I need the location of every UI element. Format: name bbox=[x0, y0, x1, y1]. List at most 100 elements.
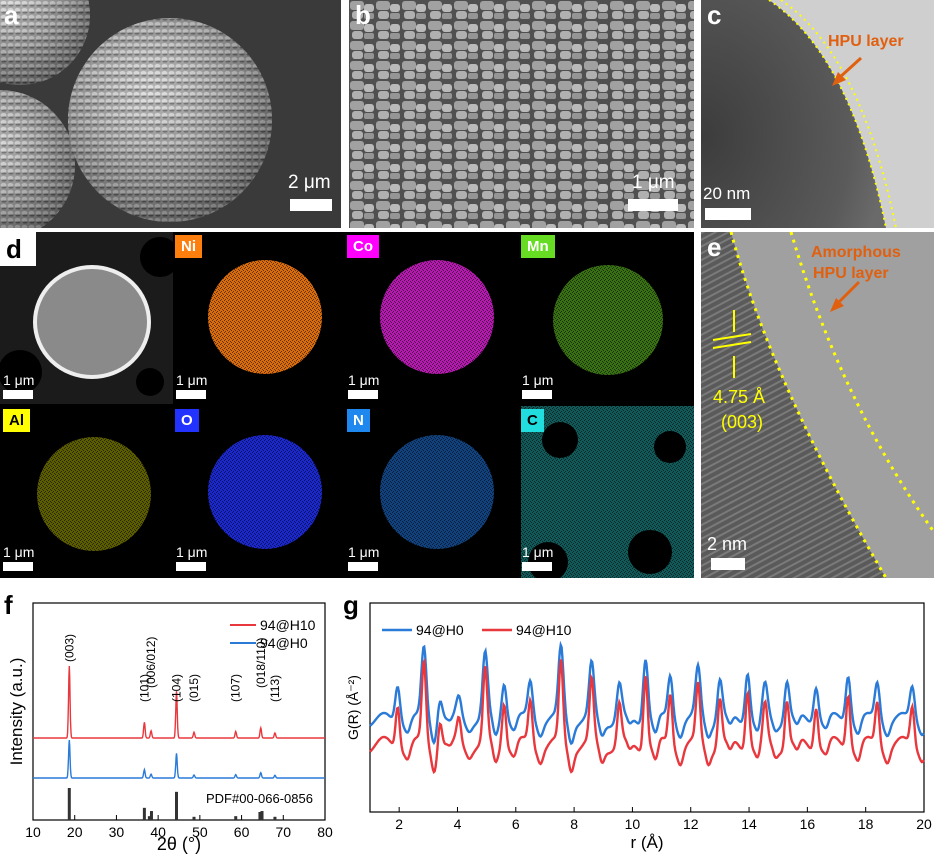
scale-text-d7: 1 μm bbox=[522, 544, 554, 560]
peak-label: (101) bbox=[137, 674, 151, 702]
panel-d-maps bbox=[0, 232, 694, 578]
reference-line bbox=[67, 788, 71, 820]
scale-text-d5: 1 μm bbox=[176, 544, 208, 560]
panel-d-label: d bbox=[0, 232, 36, 266]
x-tick-label: 10 bbox=[625, 816, 641, 832]
pdf-chart: 94@H0 94@H10 2 4 6 8 10 12 14 16 18 20 r (Å) G(R) (Å⁻… bbox=[345, 602, 932, 852]
x-tick-label: 50 bbox=[192, 824, 208, 840]
x-tick-label: 80 bbox=[317, 824, 333, 840]
legend-label-94@H0: 94@H0 bbox=[260, 635, 308, 651]
reference-line bbox=[174, 791, 178, 820]
x-tick-label: 8 bbox=[570, 816, 578, 832]
scale-bar-d5 bbox=[176, 562, 206, 571]
panel-c-tem-image bbox=[701, 0, 934, 228]
peak-label: (003) bbox=[62, 634, 76, 662]
scale-text-d2: 1 μm bbox=[348, 372, 380, 388]
panel-e-plane: (003) bbox=[721, 412, 764, 432]
panel-b-sem-image bbox=[349, 0, 694, 228]
reference-line bbox=[260, 811, 264, 820]
element-label-al: Al bbox=[3, 409, 30, 432]
series-line-94@H10 bbox=[369, 657, 925, 775]
plot-frame bbox=[32, 602, 326, 821]
legend-label-94@H0: 94@H0 bbox=[416, 622, 464, 638]
x-tick-label: 70 bbox=[275, 824, 291, 840]
panel-c-scale-text: 20 nm bbox=[703, 184, 751, 203]
element-label-co: Co bbox=[347, 235, 379, 258]
element-label-c: C bbox=[521, 409, 544, 432]
x-tick-label: 6 bbox=[512, 816, 520, 832]
peak-label: (104) bbox=[169, 674, 183, 702]
reference-line bbox=[234, 816, 238, 820]
panel-a-scale-text: 2 μm bbox=[288, 172, 331, 193]
element-label-o: O bbox=[175, 409, 199, 432]
panel-b-scale-bar bbox=[628, 199, 678, 211]
peak-label: (015) bbox=[187, 674, 201, 702]
x-tick-label: 10 bbox=[25, 824, 41, 840]
scale-bar-d2 bbox=[348, 390, 378, 399]
xrd-chart: (003) (101)(006/012) (104) (015) (107) (018/1… bbox=[7, 602, 333, 854]
element-label-n: N bbox=[347, 409, 370, 432]
panel-e-hrtem-image bbox=[701, 232, 934, 578]
scale-text-d3: 1 μm bbox=[522, 372, 554, 388]
scale-bar-d6 bbox=[348, 562, 378, 571]
x-tick-label: 40 bbox=[150, 824, 166, 840]
panel-e-spacing: 4.75 Å bbox=[713, 387, 766, 407]
series-line-94@H0 bbox=[33, 739, 325, 779]
scale-bar-d0 bbox=[3, 390, 33, 399]
panel-e-annotation-2: HPU layer bbox=[813, 265, 889, 282]
x-tick-label: 2 bbox=[395, 816, 403, 832]
x-tick-label: 4 bbox=[454, 816, 462, 832]
panel-a: a 2 μm bbox=[0, 0, 341, 228]
x-tick-label: 18 bbox=[858, 816, 874, 832]
reference-line bbox=[192, 816, 196, 820]
scale-bar-d1 bbox=[176, 390, 206, 399]
scale-bar-d7 bbox=[522, 562, 552, 571]
panel-a-scale-bar bbox=[290, 199, 332, 211]
reference-line bbox=[273, 816, 277, 820]
element-label-ni: Ni bbox=[175, 235, 202, 258]
element-label-mn: Mn bbox=[521, 235, 555, 258]
scale-bar-d4 bbox=[3, 562, 33, 571]
panel-e-scale-bar bbox=[711, 558, 745, 570]
panel-e-annotation-1: Amorphous bbox=[811, 244, 901, 261]
x-tick-label: 20 bbox=[916, 816, 932, 832]
reference-label: PDF#00-066-0856 bbox=[206, 791, 313, 806]
x-tick-label: 12 bbox=[683, 816, 699, 832]
y-axis-title: G(R) (Å⁻²) bbox=[345, 675, 361, 740]
panel-d: d Ni Co Mn Al O N C 1 μm 1 μm 1 μm 1 μm … bbox=[0, 232, 694, 578]
peak-label: (018/110) bbox=[254, 638, 268, 688]
panel-e-scale-text: 2 nm bbox=[707, 534, 748, 554]
reference-line bbox=[142, 807, 146, 820]
scale-text-d0: 1 μm bbox=[3, 372, 35, 388]
scale-text-d6: 1 μm bbox=[348, 544, 380, 560]
panel-c-scale-bar bbox=[705, 208, 751, 220]
y-axis-title: Intensity (a.u.) bbox=[7, 658, 26, 766]
x-axis-title: r (Å) bbox=[630, 833, 663, 852]
panel-a-label: a bbox=[4, 0, 19, 30]
scale-text-d1: 1 μm bbox=[176, 372, 208, 388]
legend-label-94@H10: 94@H10 bbox=[260, 617, 316, 633]
series-line-94@H0 bbox=[369, 640, 925, 746]
x-tick-label: 14 bbox=[741, 816, 757, 832]
panel-g-label: g bbox=[343, 590, 359, 620]
legend-label-94@H10: 94@H10 bbox=[516, 622, 572, 638]
panel-c: c HPU layer 20 nm bbox=[701, 0, 934, 228]
panel-b-scale-text: 1 μm bbox=[632, 172, 675, 193]
panel-c-annotation: HPU layer bbox=[828, 33, 904, 50]
reference-line bbox=[147, 816, 151, 820]
x-tick-label: 60 bbox=[234, 824, 250, 840]
peak-label: (006/012) bbox=[144, 637, 158, 688]
x-tick-label: 16 bbox=[800, 816, 816, 832]
plot-frame bbox=[369, 602, 925, 813]
peak-label: (107) bbox=[229, 674, 243, 702]
x-tick-label: 30 bbox=[109, 824, 125, 840]
reference-line bbox=[258, 812, 262, 820]
panel-c-label: c bbox=[707, 0, 722, 30]
panel-a-sem-image bbox=[0, 0, 341, 228]
scale-bar-d3 bbox=[522, 390, 552, 399]
series-line-94@H10 bbox=[33, 665, 325, 739]
panel-e: e Amorphous HPU layer 4.75 Å (003) 2 nm bbox=[701, 232, 934, 578]
panel-b-label: b bbox=[355, 0, 371, 30]
panel-b: b 1 μm bbox=[349, 0, 694, 228]
x-axis-title: 2θ (°) bbox=[157, 834, 201, 854]
